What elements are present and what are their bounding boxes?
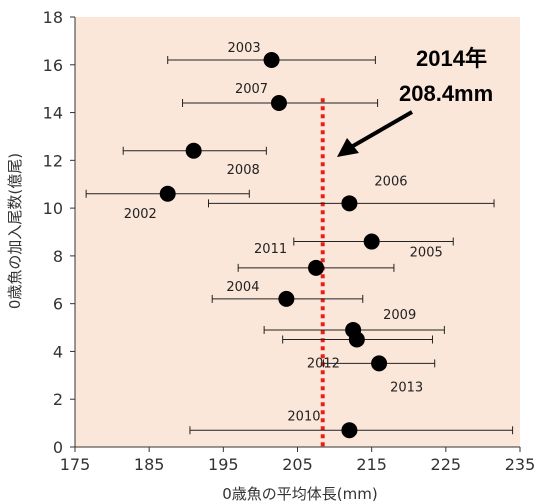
- y-tick-label: 12: [43, 151, 63, 170]
- data-point-2007: [270, 95, 287, 111]
- data-point-2013: [371, 355, 388, 372]
- year-label-2003: 2003: [228, 41, 261, 56]
- year-label-2010: 2010: [287, 409, 320, 424]
- year-label-2006: 2006: [374, 174, 407, 189]
- callout-line-value: 208.4mm: [399, 81, 493, 106]
- data-point-2011: [308, 259, 325, 276]
- data-point-2010: [341, 422, 358, 439]
- year-label-2008: 2008: [227, 163, 260, 178]
- y-tick-label: 0: [53, 438, 63, 457]
- y-tick-label: 10: [43, 199, 63, 218]
- y-tick-label: 8: [53, 247, 63, 266]
- x-tick-label: 235: [505, 455, 535, 474]
- data-point-2002: [159, 185, 176, 202]
- year-label-2002: 2002: [124, 207, 157, 222]
- x-tick-label: 195: [208, 455, 239, 474]
- data-point-2012: [348, 331, 365, 348]
- y-tick-label: 18: [43, 8, 63, 27]
- callout-arrow-head: [337, 138, 359, 157]
- axes: 175 185 195 205 215 225 235 0 2 4 6 8 10 12 14 16 18: [43, 8, 535, 474]
- callout-arrow-shaft: [345, 110, 413, 152]
- year-label-2013: 2013: [390, 380, 423, 395]
- data-point-2008: [185, 142, 202, 159]
- year-labels: 2003 2007 2008 2002 2006 2005 2011 2004 2009 2012…: [124, 41, 443, 424]
- x-axis-title: 0歳魚の平均体長(mm): [222, 485, 377, 503]
- year-label-2011: 2011: [254, 242, 287, 257]
- year-label-2004: 2004: [226, 280, 259, 295]
- data-markers: [159, 52, 388, 439]
- data-point-2005: [363, 233, 380, 250]
- x-tick-label: 225: [431, 455, 462, 474]
- callout-line-year: 2014年: [416, 46, 487, 71]
- data-point-2003: [263, 52, 280, 68]
- year-label-2012: 2012: [307, 357, 340, 372]
- callout-annotation: 2014年 208.4mm: [337, 46, 493, 157]
- data-point-2006: [341, 195, 358, 212]
- y-tick-label: 2: [53, 390, 63, 409]
- year-label-2005: 2005: [410, 246, 443, 261]
- plot-area: [75, 17, 520, 447]
- x-tick-label: 175: [60, 455, 91, 474]
- x-tick-label: 215: [356, 455, 387, 474]
- x-tick-label: 205: [282, 455, 313, 474]
- data-point-2004: [278, 290, 295, 307]
- y-tick-label: 4: [53, 342, 63, 361]
- y-axis-title: 0歳魚の加入尾数(億尾): [6, 153, 24, 309]
- year-label-2007: 2007: [235, 82, 268, 97]
- x-tick-label: 185: [134, 455, 165, 474]
- y-tick-label: 16: [43, 56, 63, 75]
- year-label-2009: 2009: [383, 308, 416, 323]
- y-tick-label: 6: [53, 295, 63, 314]
- y-tick-label: 14: [43, 104, 63, 123]
